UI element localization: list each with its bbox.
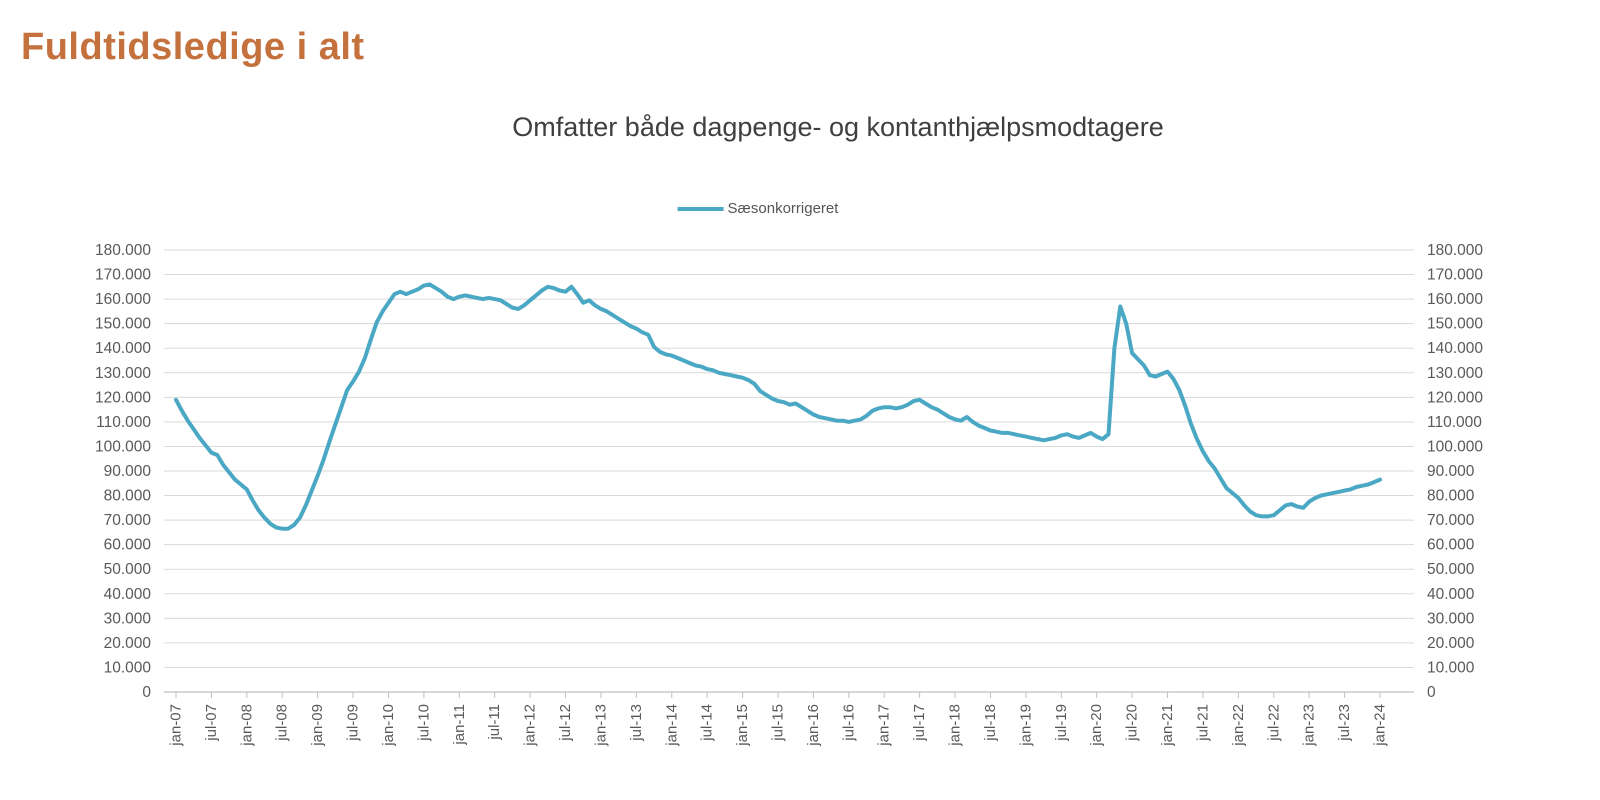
svg-text:100.000: 100.000 — [1427, 438, 1483, 455]
svg-text:120.000: 120.000 — [1427, 389, 1483, 406]
svg-text:110.000: 110.000 — [1427, 414, 1482, 431]
svg-text:jul-11: jul-11 — [486, 704, 503, 741]
svg-text:80.000: 80.000 — [1427, 488, 1475, 505]
legend-series-label: Sæsonkorrigeret — [727, 200, 839, 217]
chart-legend: Sæsonkorrigeret — [677, 200, 839, 217]
svg-text:80.000: 80.000 — [104, 488, 152, 505]
svg-text:160.000: 160.000 — [95, 291, 151, 308]
legend-line-swatch — [677, 206, 724, 211]
svg-text:jan-22: jan-22 — [1230, 704, 1247, 747]
svg-text:120.000: 120.000 — [95, 389, 151, 406]
svg-text:30.000: 30.000 — [104, 610, 152, 627]
svg-text:jul-16: jul-16 — [840, 704, 857, 742]
svg-text:jul-15: jul-15 — [770, 704, 787, 742]
svg-text:jan-14: jan-14 — [663, 704, 680, 747]
svg-text:130.000: 130.000 — [1427, 365, 1483, 382]
svg-text:150.000: 150.000 — [1427, 316, 1483, 333]
chart-title: Omfatter både dagpenge- og kontanthjælps… — [512, 112, 1164, 142]
svg-text:70.000: 70.000 — [1427, 512, 1475, 529]
svg-text:180.000: 180.000 — [95, 242, 151, 259]
svg-text:60.000: 60.000 — [104, 537, 152, 554]
svg-text:30.000: 30.000 — [1427, 610, 1475, 627]
svg-text:jan-20: jan-20 — [1088, 704, 1105, 747]
svg-text:50.000: 50.000 — [104, 561, 152, 578]
svg-text:90.000: 90.000 — [1427, 463, 1475, 480]
svg-text:jan-21: jan-21 — [1159, 704, 1176, 747]
svg-text:jul-13: jul-13 — [628, 704, 645, 742]
svg-text:jan-23: jan-23 — [1301, 704, 1318, 747]
svg-text:60.000: 60.000 — [1427, 537, 1475, 554]
svg-text:0: 0 — [142, 684, 151, 701]
svg-text:10.000: 10.000 — [1427, 659, 1475, 676]
svg-text:jul-22: jul-22 — [1265, 704, 1282, 742]
svg-text:50.000: 50.000 — [1427, 561, 1475, 578]
svg-text:jan-12: jan-12 — [522, 704, 539, 747]
page-title: Fuldtidsledige i alt — [21, 26, 365, 68]
svg-text:20.000: 20.000 — [1427, 635, 1475, 652]
svg-text:jan-15: jan-15 — [734, 704, 751, 747]
y-axis-labels-right: 0 10.000 20.000 30.000 40.000 50.000 60.000 70.… — [1427, 242, 1483, 701]
svg-text:180.000: 180.000 — [1427, 242, 1483, 259]
svg-text:jul-20: jul-20 — [1124, 704, 1141, 742]
svg-text:jan-19: jan-19 — [1017, 704, 1034, 747]
svg-text:jan-13: jan-13 — [592, 704, 609, 747]
svg-text:70.000: 70.000 — [104, 512, 152, 529]
svg-text:jul-19: jul-19 — [1053, 704, 1070, 742]
svg-text:jan-07: jan-07 — [168, 704, 185, 747]
y-gridlines — [164, 249, 1414, 668]
svg-text:40.000: 40.000 — [1427, 586, 1475, 603]
y-axis-labels-left: 0 10.000 20.000 30.000 40.000 50.000 60.000 70.… — [95, 242, 151, 701]
svg-text:140.000: 140.000 — [1427, 340, 1483, 357]
svg-text:40.000: 40.000 — [104, 586, 152, 603]
svg-text:jul-08: jul-08 — [274, 704, 291, 742]
svg-text:160.000: 160.000 — [1427, 291, 1483, 308]
svg-text:130.000: 130.000 — [95, 365, 151, 382]
svg-text:jan-09: jan-09 — [309, 704, 326, 747]
svg-text:jul-07: jul-07 — [203, 704, 220, 742]
svg-text:jul-18: jul-18 — [982, 704, 999, 742]
svg-text:jan-08: jan-08 — [238, 704, 255, 747]
svg-text:100.000: 100.000 — [95, 438, 151, 455]
svg-text:110.000: 110.000 — [96, 414, 151, 431]
svg-text:jul-21: jul-21 — [1194, 704, 1211, 742]
svg-text:0: 0 — [1427, 684, 1436, 701]
svg-text:jul-10: jul-10 — [415, 704, 432, 742]
x-axis-labels: jan-07 jul-07 jan-08 jul-08 jan-09 jul-09 jan-… — [168, 692, 1389, 747]
svg-text:jul-23: jul-23 — [1336, 704, 1353, 742]
svg-text:10.000: 10.000 — [104, 659, 152, 676]
svg-text:jul-17: jul-17 — [911, 704, 928, 742]
svg-text:jul-12: jul-12 — [557, 704, 574, 742]
svg-text:jan-24: jan-24 — [1372, 704, 1389, 747]
svg-text:jan-17: jan-17 — [876, 704, 893, 747]
svg-text:140.000: 140.000 — [95, 340, 151, 357]
series-line — [174, 282, 1382, 531]
svg-text:jan-18: jan-18 — [947, 704, 964, 747]
svg-text:jan-10: jan-10 — [380, 704, 397, 747]
svg-text:170.000: 170.000 — [1427, 267, 1483, 284]
svg-text:90.000: 90.000 — [104, 463, 152, 480]
svg-text:170.000: 170.000 — [95, 267, 151, 284]
svg-text:jan-16: jan-16 — [805, 704, 822, 747]
svg-text:20.000: 20.000 — [104, 635, 152, 652]
svg-text:150.000: 150.000 — [95, 316, 151, 333]
svg-text:jul-09: jul-09 — [345, 704, 362, 742]
svg-text:jul-14: jul-14 — [699, 704, 716, 742]
svg-text:jan-11: jan-11 — [451, 704, 468, 746]
